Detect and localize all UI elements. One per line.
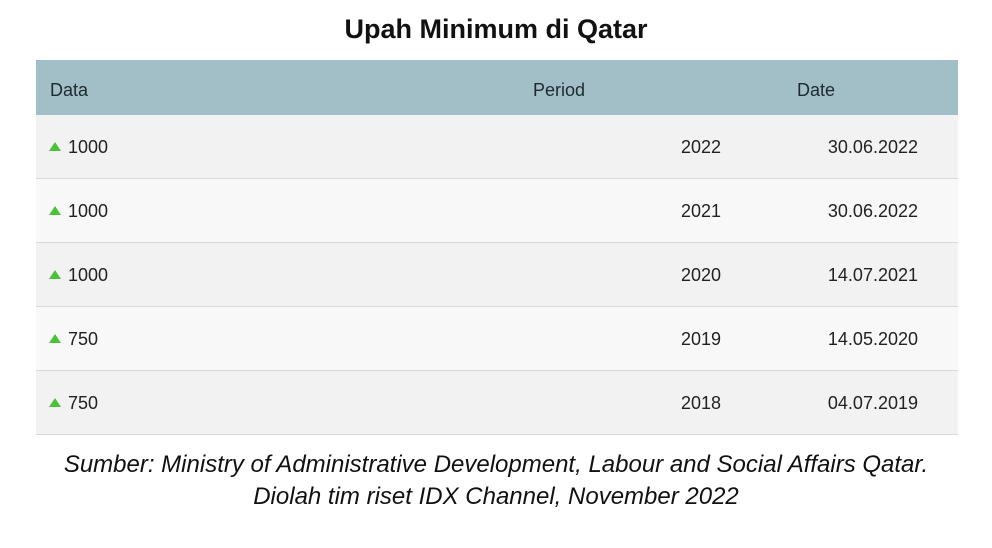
cell-date: 04.07.2019 [827,393,918,413]
data-table: Data Period Date 1000 2022 30.06.2022 10… [36,60,958,435]
chart-title: Upah Minimum di Qatar [344,14,648,44]
cell-data: 750 [68,329,99,349]
header-period: Period [533,80,586,100]
header-data: Data [50,80,89,100]
cell-date: 14.07.2021 [827,265,918,285]
table-row: 1000 2021 30.06.2022 [36,179,958,243]
table-row: 750 2018 04.07.2019 [36,371,958,435]
cell-data: 1000 [68,137,109,157]
cell-period: 2018 [680,393,721,413]
header-date: Date [797,80,836,100]
cell-data: 750 [68,393,99,413]
up-triangle-icon [49,142,61,151]
cell-date: 30.06.2022 [827,137,918,157]
cell-data: 1000 [68,265,109,285]
up-triangle-icon [49,206,61,215]
table-row: 750 2019 14.05.2020 [36,307,958,371]
cell-period: 2022 [680,137,721,157]
cell-date: 30.06.2022 [827,201,918,221]
source-note: Sumber: Ministry of Administrative Devel… [0,449,992,513]
up-triangle-icon [49,398,61,407]
table-row: 1000 2022 30.06.2022 [36,115,958,179]
cell-period: 2020 [680,265,721,285]
cell-data: 1000 [68,201,109,221]
up-triangle-icon [49,270,61,279]
table-header: Data Period Date [36,60,958,115]
cell-period: 2021 [680,201,721,221]
cell-period: 2019 [680,329,721,349]
up-triangle-icon [49,334,61,343]
cell-date: 14.05.2020 [827,329,918,349]
table-row: 1000 2020 14.07.2021 [36,243,958,307]
source-line-1: Sumber: Ministry of Administrative Devel… [63,451,929,478]
source-line-2: Diolah tim riset IDX Channel, November 2… [253,483,739,510]
